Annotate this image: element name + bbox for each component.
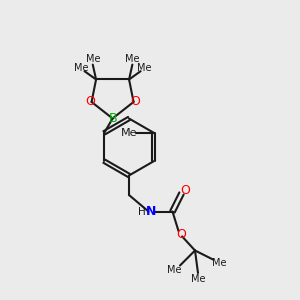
Text: H: H [138,207,146,217]
Text: Me: Me [212,257,226,268]
Text: Me: Me [85,54,100,64]
Text: O: O [180,184,190,197]
Text: Me: Me [121,128,137,138]
Text: Me: Me [167,265,181,275]
Text: Me: Me [74,63,88,73]
Text: Me: Me [137,63,152,73]
Text: N: N [146,205,156,218]
Text: O: O [177,227,186,241]
Text: B: B [108,112,117,125]
Text: O: O [130,95,140,109]
Text: Me: Me [125,54,140,64]
Text: O: O [85,95,95,109]
Text: Me: Me [191,274,205,284]
